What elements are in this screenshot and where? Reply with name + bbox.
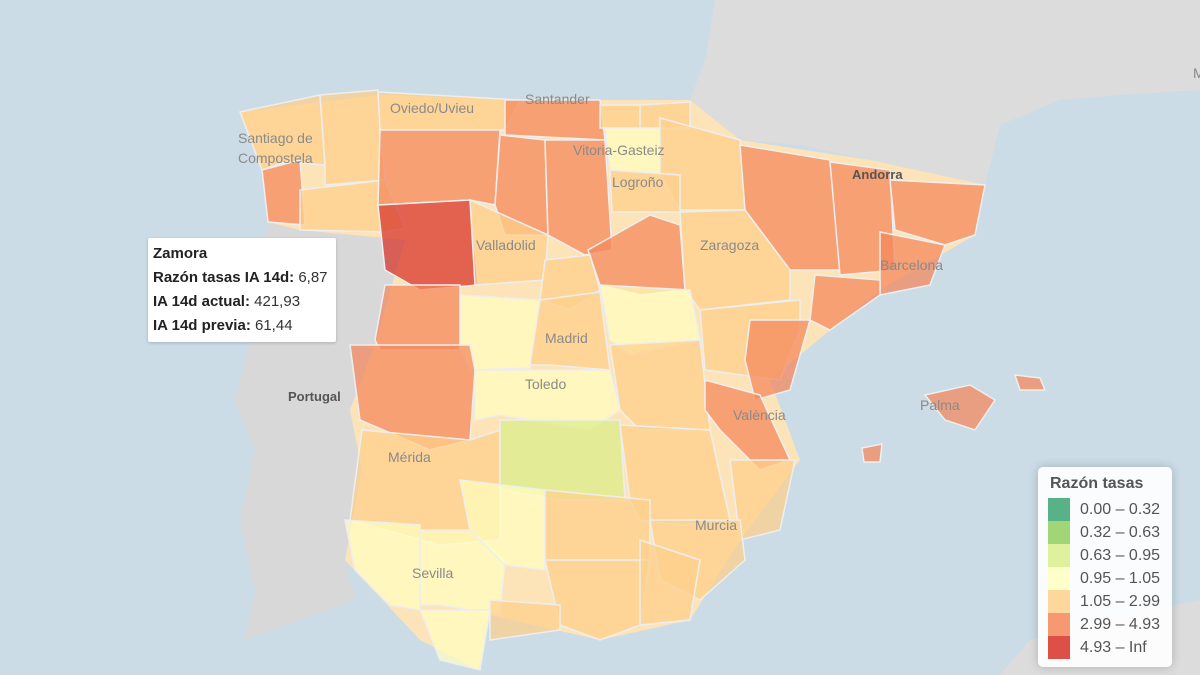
legend-label: 0.32 – 0.63 bbox=[1080, 523, 1161, 541]
province-region[interactable] bbox=[529, 291, 611, 371]
legend-swatch bbox=[1048, 521, 1070, 544]
province-region[interactable] bbox=[544, 489, 651, 561]
tooltip-title: Zamora bbox=[153, 245, 208, 262]
city-label: Sevilla bbox=[412, 565, 453, 581]
france-land bbox=[690, 0, 1200, 185]
city-label: Andorra bbox=[852, 167, 903, 182]
legend-item: 4.93 – Inf bbox=[1048, 636, 1162, 659]
legend-title: Razón tasas bbox=[1050, 475, 1144, 492]
province-region[interactable] bbox=[739, 144, 841, 271]
province-tooltip: Zamora Razón tasas IA 14d: 6,87 IA 14d a… bbox=[148, 238, 336, 342]
province-region[interactable] bbox=[459, 479, 546, 571]
tooltip-row-previous: IA 14d previa: 61,44 bbox=[153, 317, 293, 334]
legend-item: 0.95 – 1.05 bbox=[1048, 567, 1162, 590]
province-region[interactable] bbox=[809, 274, 881, 331]
city-label: Santiago de bbox=[238, 130, 313, 146]
province-region[interactable] bbox=[377, 199, 479, 291]
province-region[interactable] bbox=[729, 459, 796, 541]
city-label: Zaragoza bbox=[700, 237, 759, 253]
city-label: M bbox=[1193, 65, 1200, 81]
province-region[interactable] bbox=[344, 519, 421, 611]
city-label: Toledo bbox=[525, 376, 566, 392]
legend-swatch bbox=[1048, 636, 1070, 659]
map-legend: Razón tasas 0.00 – 0.32 0.32 – 0.63 0.63 –… bbox=[1038, 467, 1172, 667]
province-region[interactable] bbox=[319, 89, 386, 186]
legend-item: 1.05 – 2.99 bbox=[1048, 590, 1162, 613]
legend-swatch bbox=[1048, 590, 1070, 613]
province-region[interactable] bbox=[377, 129, 501, 206]
tooltip-row-current: IA 14d actual: 421,93 bbox=[153, 293, 301, 310]
province-region[interactable] bbox=[374, 284, 461, 351]
city-label: Santander bbox=[525, 91, 590, 107]
city-label: Portugal bbox=[288, 389, 341, 404]
province-region[interactable] bbox=[861, 443, 883, 463]
legend-label: 4.93 – Inf bbox=[1080, 638, 1147, 656]
legend-label: 0.00 – 0.32 bbox=[1080, 500, 1161, 518]
province-region[interactable] bbox=[639, 538, 701, 626]
province-region[interactable] bbox=[238, 94, 326, 171]
legend-swatch bbox=[1048, 544, 1070, 567]
tooltip-row-ratio: Razón tasas IA 14d: 6,87 bbox=[153, 269, 328, 286]
province-region[interactable] bbox=[923, 384, 997, 431]
legend-item: 0.32 – 0.63 bbox=[1048, 521, 1162, 544]
legend-item: 0.00 – 0.32 bbox=[1048, 498, 1162, 521]
city-label: Madrid bbox=[545, 330, 588, 346]
legend-label: 0.95 – 1.05 bbox=[1080, 569, 1161, 587]
city-label: Mérida bbox=[388, 449, 431, 465]
city-label: Vitoria-Gasteiz bbox=[573, 142, 665, 158]
legend-swatch bbox=[1048, 498, 1070, 521]
city-label: Valladolid bbox=[476, 237, 536, 253]
legend-item: 2.99 – 4.93 bbox=[1048, 613, 1162, 636]
province-region[interactable] bbox=[459, 294, 541, 371]
city-label: Murcia bbox=[695, 517, 737, 533]
legend-label: 0.63 – 0.95 bbox=[1080, 546, 1161, 564]
legend-item: 0.63 – 0.95 bbox=[1048, 544, 1162, 567]
province-region[interactable] bbox=[744, 319, 811, 401]
province-region[interactable] bbox=[889, 179, 986, 246]
legend-label: 2.99 – 4.93 bbox=[1080, 615, 1161, 633]
province-region[interactable] bbox=[1013, 374, 1047, 391]
province-region[interactable] bbox=[599, 104, 641, 129]
city-label: Compostela bbox=[238, 150, 313, 166]
legend-swatch bbox=[1048, 567, 1070, 590]
province-region[interactable] bbox=[261, 159, 306, 226]
city-label: Logroño bbox=[612, 174, 664, 190]
province-region[interactable] bbox=[489, 599, 561, 641]
province-region[interactable] bbox=[418, 609, 491, 671]
legend-swatch bbox=[1048, 613, 1070, 636]
city-label: Barcelona bbox=[880, 257, 943, 273]
province-region[interactable] bbox=[659, 117, 746, 211]
city-label: Oviedo/Uvieu bbox=[390, 100, 474, 116]
legend-label: 1.05 – 2.99 bbox=[1080, 592, 1161, 610]
city-label: Palma bbox=[920, 397, 960, 413]
city-label: València bbox=[733, 407, 786, 423]
province-region[interactable] bbox=[879, 231, 947, 296]
